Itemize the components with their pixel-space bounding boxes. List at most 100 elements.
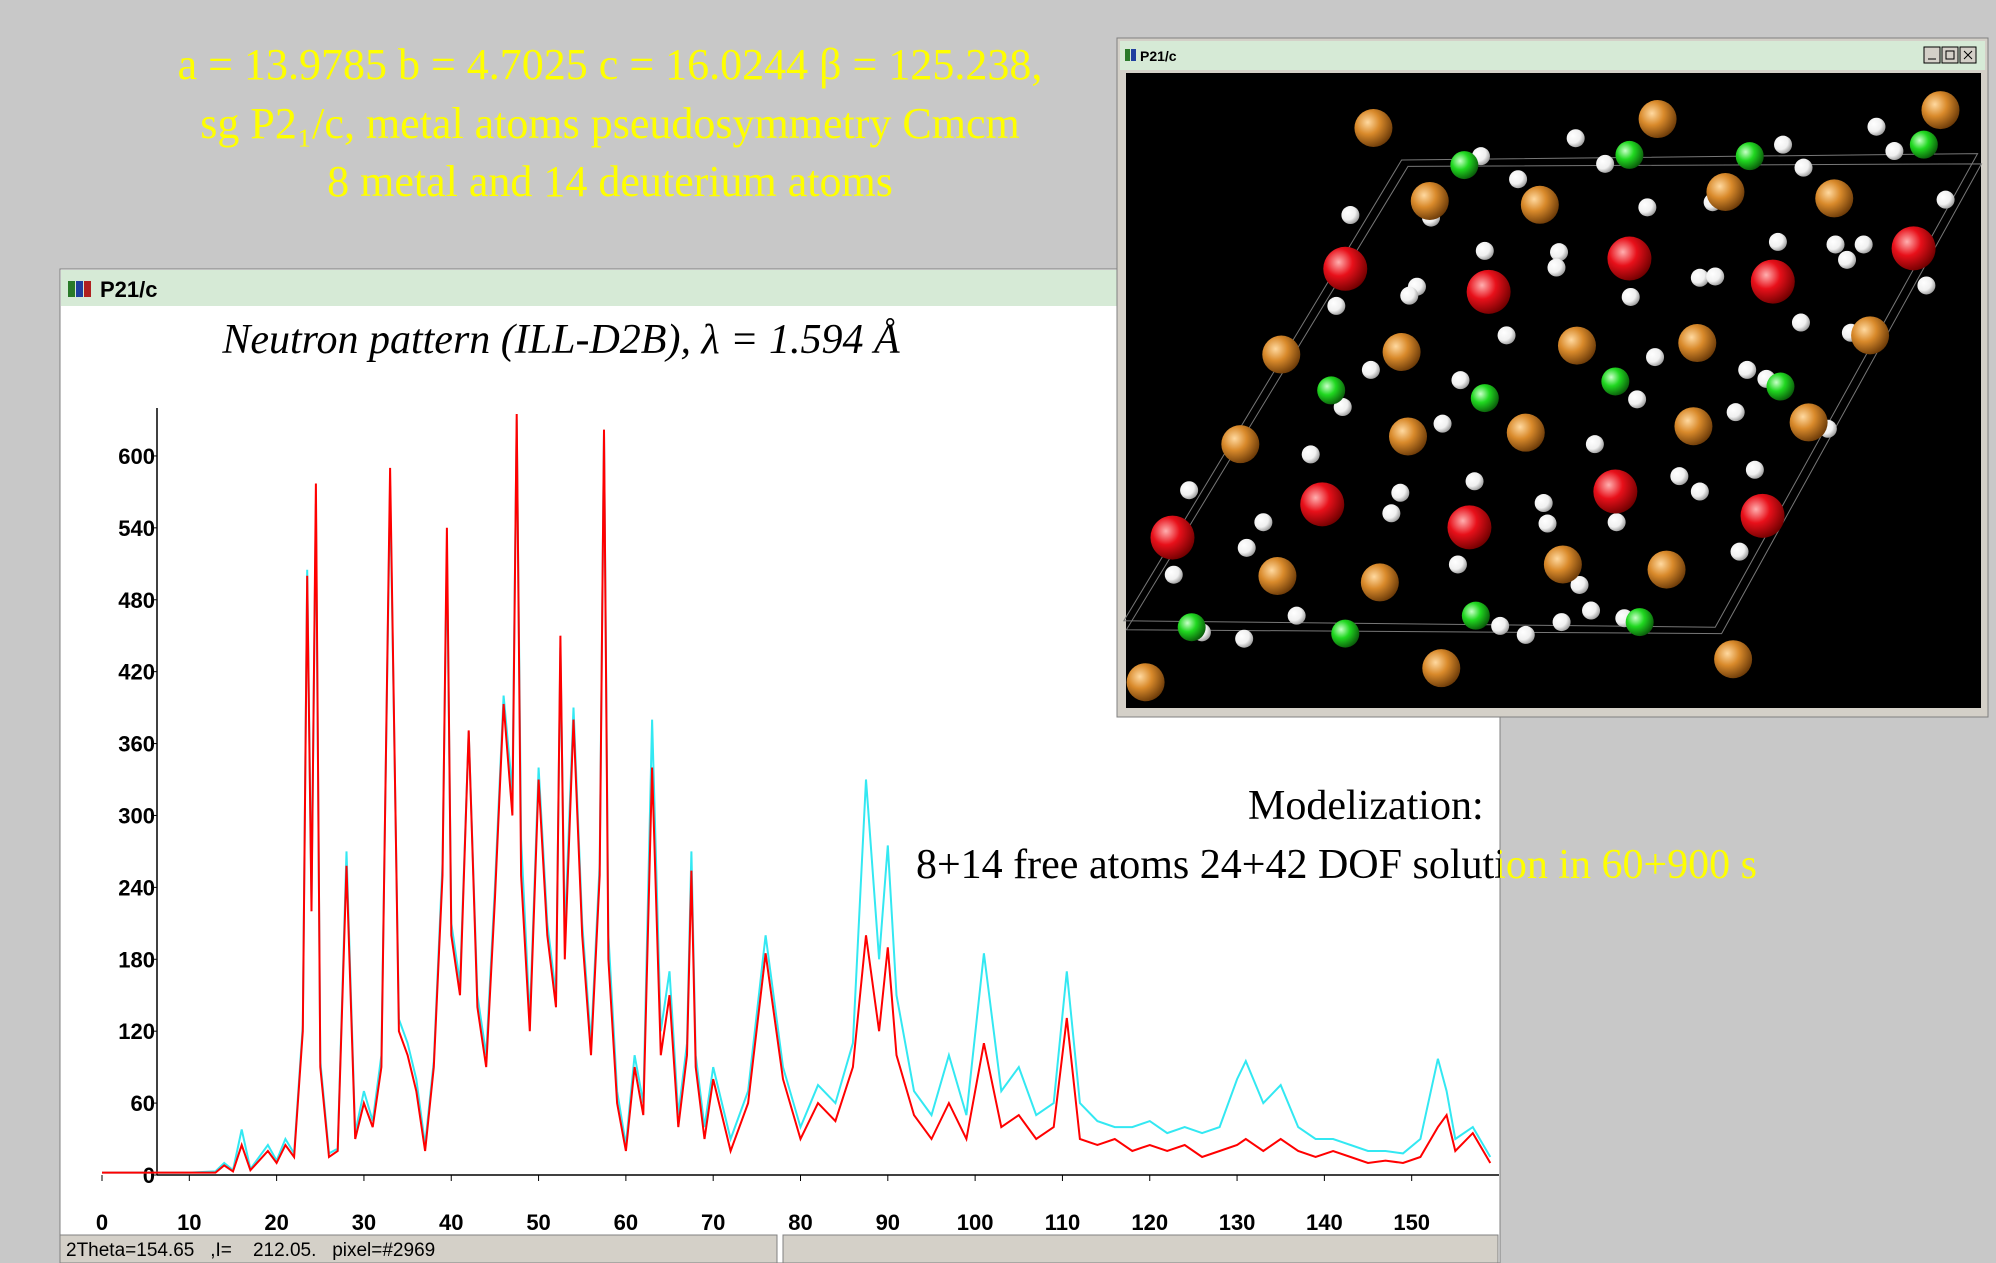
atom-red xyxy=(1741,494,1785,538)
atom-orange xyxy=(1411,182,1449,220)
window-icon xyxy=(1125,49,1130,61)
atom-orange xyxy=(1678,324,1716,362)
atom-white xyxy=(1382,504,1400,522)
atom-white xyxy=(1706,267,1724,285)
atom-green xyxy=(1450,151,1478,179)
atom-white xyxy=(1498,326,1516,344)
atom-orange xyxy=(1521,186,1559,224)
x-tick-label: 10 xyxy=(177,1210,201,1235)
structure-window: P21/c xyxy=(1117,38,1988,717)
atom-white xyxy=(1491,617,1509,635)
annotation-line: 8+14 free atoms 24+42 DOF solution in 60… xyxy=(916,842,1757,888)
atom-orange xyxy=(1544,545,1582,583)
atom-white xyxy=(1362,361,1380,379)
annotation-line: Modelization: xyxy=(1248,783,1484,829)
atom-white xyxy=(1628,390,1646,408)
atom-white xyxy=(1539,515,1557,533)
title-bar[interactable] xyxy=(1120,41,1985,70)
maximize-button[interactable] xyxy=(1942,47,1958,63)
atom-green xyxy=(1736,142,1764,170)
atom-white xyxy=(1586,435,1604,453)
y-tick-label: 360 xyxy=(118,732,155,757)
atom-white xyxy=(1827,235,1845,253)
atom-green xyxy=(1317,376,1345,404)
atom-white xyxy=(1434,415,1452,433)
x-tick-label: 40 xyxy=(439,1210,463,1235)
chart-title: Neutron pattern (ILL-D2B), λ = 1.594 Å xyxy=(221,317,900,363)
atom-green xyxy=(1471,384,1499,412)
window-title: P21/c xyxy=(1140,48,1177,64)
atom-red xyxy=(1447,505,1491,549)
atom-white xyxy=(1855,235,1873,253)
header-line: a = 13.9785 b = 4.7025 c = 16.0244 β = 1… xyxy=(178,40,1043,89)
status-field xyxy=(783,1235,1498,1263)
x-tick-label: 120 xyxy=(1131,1210,1168,1235)
atom-orange xyxy=(1221,425,1259,463)
atom-white xyxy=(1867,118,1885,136)
atom-red xyxy=(1593,470,1637,514)
atom-white xyxy=(1535,494,1553,512)
atom-orange xyxy=(1558,327,1596,365)
atom-white xyxy=(1254,513,1272,531)
x-tick-label: 140 xyxy=(1306,1210,1343,1235)
atom-orange xyxy=(1361,563,1399,601)
atom-orange xyxy=(1127,663,1165,701)
atom-white xyxy=(1476,242,1494,260)
atom-white xyxy=(1795,159,1813,177)
atom-orange xyxy=(1815,179,1853,217)
atom-white xyxy=(1567,129,1585,147)
y-tick-label: 60 xyxy=(131,1091,155,1116)
atom-white xyxy=(1235,630,1253,648)
atom-white xyxy=(1838,251,1856,269)
atom-green xyxy=(1626,608,1654,636)
atom-white xyxy=(1885,142,1903,160)
atom-orange xyxy=(1714,640,1752,678)
atom-orange xyxy=(1674,407,1712,445)
atom-white xyxy=(1517,626,1535,644)
y-tick-label: 120 xyxy=(118,1019,155,1044)
header-line: 8 metal and 14 deuterium atoms xyxy=(327,157,893,206)
atom-white xyxy=(1727,403,1745,421)
atom-white xyxy=(1553,613,1571,631)
atom-green xyxy=(1178,613,1206,641)
atom-orange xyxy=(1790,403,1828,441)
atom-white xyxy=(1466,472,1484,490)
atom-orange xyxy=(1262,336,1300,374)
x-tick-label: 20 xyxy=(264,1210,288,1235)
y-tick-label: 420 xyxy=(118,660,155,685)
atom-green xyxy=(1601,367,1629,395)
minimize-button[interactable] xyxy=(1924,47,1940,63)
atom-white xyxy=(1691,483,1709,501)
atom-white xyxy=(1738,361,1756,379)
atom-orange xyxy=(1851,316,1889,354)
atom-green xyxy=(1331,620,1359,648)
atom-orange xyxy=(1706,173,1744,211)
atom-green xyxy=(1462,602,1490,630)
status-text: 2Theta=154.65 ,I= 212.05. pixel=#2969 xyxy=(66,1240,435,1261)
atom-white xyxy=(1746,461,1764,479)
x-tick-label: 70 xyxy=(701,1210,725,1235)
atom-orange xyxy=(1422,649,1460,687)
atom-white xyxy=(1449,555,1467,573)
atom-white xyxy=(1670,467,1688,485)
atom-red xyxy=(1300,482,1344,526)
atom-white xyxy=(1341,206,1359,224)
y-tick-label: 600 xyxy=(118,444,155,469)
atom-white xyxy=(1391,484,1409,502)
x-tick-label: 30 xyxy=(352,1210,376,1235)
atom-green xyxy=(1615,141,1643,169)
screen: a = 13.9785 b = 4.7025 c = 16.0244 β = 1… xyxy=(0,0,1996,1263)
atom-orange xyxy=(1921,91,1959,129)
x-tick-label: 50 xyxy=(526,1210,550,1235)
atom-white xyxy=(1509,170,1527,188)
x-tick-label: 110 xyxy=(1045,1210,1081,1235)
atom-white xyxy=(1769,233,1787,251)
header: a = 13.9785 b = 4.7025 c = 16.0244 β = 1… xyxy=(178,40,1043,206)
atom-white xyxy=(1547,259,1565,277)
x-tick-label: 60 xyxy=(614,1210,638,1235)
atom-green xyxy=(1766,373,1794,401)
window-icon xyxy=(68,281,75,297)
atom-red xyxy=(1323,247,1367,291)
atom-white xyxy=(1731,543,1749,561)
page: {"header": {"lines": ["a = 13.9785 b = 4… xyxy=(0,0,1996,1263)
